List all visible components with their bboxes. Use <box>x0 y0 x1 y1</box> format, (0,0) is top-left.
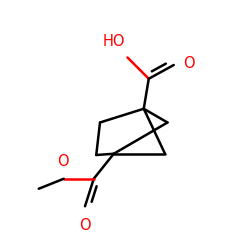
Text: O: O <box>183 56 195 71</box>
Text: O: O <box>58 154 69 169</box>
Text: HO: HO <box>102 34 125 49</box>
Text: O: O <box>79 218 91 232</box>
